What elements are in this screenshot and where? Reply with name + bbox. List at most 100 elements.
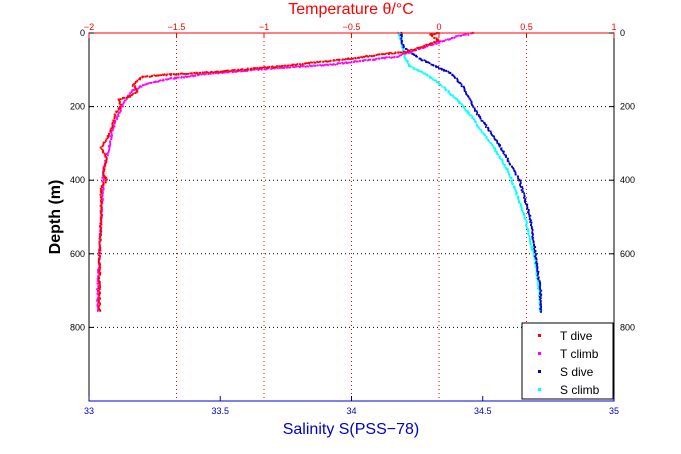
data-point xyxy=(135,80,138,83)
data-point xyxy=(134,92,137,95)
data-point xyxy=(102,172,105,175)
data-point xyxy=(301,63,304,66)
data-point xyxy=(99,302,101,305)
data-point xyxy=(517,175,519,178)
data-point xyxy=(101,180,104,183)
data-point xyxy=(244,70,247,72)
data-point xyxy=(539,301,542,304)
data-point xyxy=(528,213,530,216)
data-point xyxy=(102,142,105,145)
data-point xyxy=(528,215,531,218)
data-point xyxy=(410,48,412,51)
data-point xyxy=(502,163,505,166)
data-point xyxy=(364,55,367,58)
data-point xyxy=(107,151,110,154)
data-point xyxy=(115,116,118,119)
data-point xyxy=(192,74,194,77)
data-point xyxy=(270,68,273,70)
data-point xyxy=(100,147,103,150)
data-point xyxy=(535,273,538,276)
data-point xyxy=(496,140,499,143)
data-point xyxy=(126,94,129,97)
data-point xyxy=(99,248,102,250)
data-point xyxy=(417,47,420,50)
data-point xyxy=(117,98,120,101)
data-point xyxy=(193,72,196,74)
data-point xyxy=(194,72,197,75)
data-point xyxy=(513,188,516,190)
data-point xyxy=(458,81,461,84)
data-point xyxy=(405,60,408,62)
data-point xyxy=(535,260,538,263)
data-point xyxy=(346,58,349,60)
data-point xyxy=(433,37,436,39)
data-point xyxy=(538,292,541,295)
data-point xyxy=(537,283,539,286)
data-point xyxy=(377,57,380,60)
data-point xyxy=(392,56,395,59)
data-point xyxy=(99,297,102,300)
data-point xyxy=(274,66,277,69)
data-point xyxy=(448,71,451,74)
data-point xyxy=(457,34,460,37)
data-point xyxy=(494,147,496,150)
data-point xyxy=(513,170,516,173)
data-point xyxy=(526,203,529,206)
data-point xyxy=(98,244,101,247)
data-point xyxy=(102,144,105,147)
data-point xyxy=(98,240,101,243)
data-point xyxy=(261,66,264,69)
data-point xyxy=(418,57,421,60)
data-point xyxy=(123,97,126,99)
data-point xyxy=(190,72,193,75)
data-point xyxy=(537,270,540,273)
data-point xyxy=(413,67,416,70)
data-point xyxy=(100,219,102,222)
data-point xyxy=(117,107,120,110)
y-axis-title: Depth (m) xyxy=(47,180,64,255)
data-point xyxy=(177,72,180,75)
data-point xyxy=(96,299,98,302)
data-point xyxy=(489,130,492,133)
data-point xyxy=(112,119,115,122)
data-point xyxy=(406,50,409,53)
data-point xyxy=(99,310,102,312)
data-point xyxy=(382,53,385,56)
data-point xyxy=(100,221,103,224)
data-point xyxy=(98,243,101,245)
data-point xyxy=(525,225,528,228)
data-point xyxy=(501,159,504,162)
data-point xyxy=(163,73,166,76)
data-point xyxy=(501,161,504,164)
data-point xyxy=(538,285,541,288)
data-point xyxy=(435,66,438,69)
data-point xyxy=(410,65,413,68)
data-point xyxy=(135,89,138,92)
data-point xyxy=(148,75,151,78)
data-point xyxy=(172,77,175,80)
data-point xyxy=(529,221,532,223)
data-point xyxy=(460,85,463,88)
data-point xyxy=(383,53,386,56)
data-point xyxy=(98,296,101,299)
data-point xyxy=(350,61,353,64)
data-point xyxy=(205,71,208,73)
data-point xyxy=(517,198,520,201)
data-point xyxy=(540,308,543,311)
data-point xyxy=(215,70,218,73)
data-point xyxy=(538,281,541,283)
data-point xyxy=(324,60,327,63)
data-point xyxy=(150,81,152,84)
data-point xyxy=(481,131,484,134)
data-point xyxy=(537,295,540,298)
data-point xyxy=(404,57,407,60)
data-point xyxy=(531,237,534,240)
data-point xyxy=(110,129,113,132)
data-point xyxy=(332,63,334,66)
data-point xyxy=(526,207,528,210)
data-point xyxy=(445,70,448,72)
data-point xyxy=(503,153,506,156)
data-point xyxy=(535,262,537,264)
data-point xyxy=(179,72,182,75)
data-point xyxy=(222,71,225,74)
